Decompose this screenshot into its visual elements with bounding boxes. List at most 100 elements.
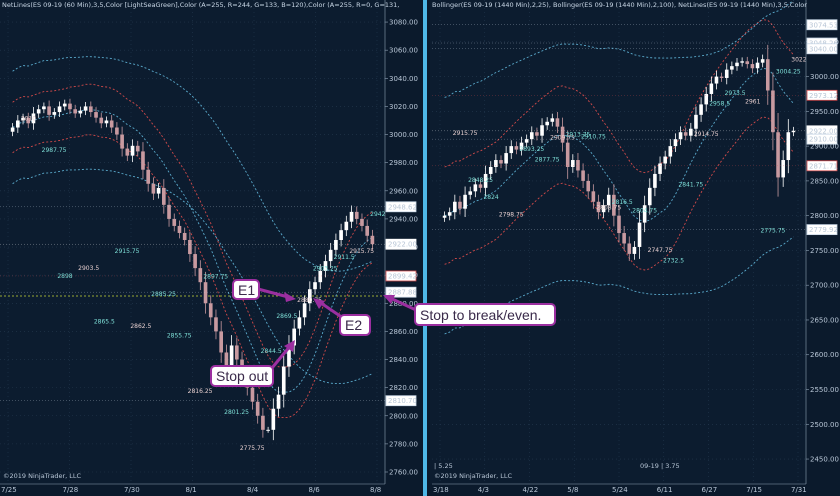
candle-body [596,201,601,213]
candle-body [21,117,25,121]
price-annotation: 2915.75 [115,248,140,255]
candle-body [47,106,51,115]
candle-body [463,194,467,209]
price-marker-label: 2899.42 [388,272,417,280]
price-marker-label: 2887.88 [388,289,417,297]
candle-body [62,103,67,107]
y-tick-label: 2800.00 [389,412,418,420]
price-annotation: 2808.75 [596,205,621,212]
candle-body [26,117,31,124]
price-annotation: 2910.75 [581,134,606,141]
candle-body [287,345,291,367]
candle-body [276,394,281,409]
candle-body [328,249,333,262]
x-tick-label: 7/31 [791,486,807,494]
candle-body [365,225,370,236]
candle-body [458,201,462,209]
left-time-axis[interactable]: 7/25 7/28 7/30 8/1 8/4 8/6 8/8 [0,483,385,494]
right-price-axis[interactable]: 2450.00 2500.00 2550.00 2600.00 2650.00 2700.… [805,0,839,484]
candle-body [161,187,166,205]
candle-body [307,289,312,304]
callout-e2: E2 [313,298,371,336]
candle-body [453,201,457,213]
x-tick-label: 3/18 [433,486,449,494]
right-gridlines [432,0,806,484]
candle-body [281,366,286,395]
price-annotation: 2958.5 [709,100,730,107]
price-annotation: 2915.75 [349,248,374,255]
x-tick-label: 6/27 [702,486,718,494]
candle-body [354,211,359,219]
candle-body [177,225,182,233]
candle-body [519,142,524,150]
candle-body [42,106,46,110]
upper-band-inner [444,19,794,174]
candle-body [637,222,642,247]
candle-body [135,145,140,152]
candle-body [509,146,514,154]
price-annotation: 2877.75 [535,157,560,164]
left-chart-panel[interactable]: 3010 2987.75 2898 2903.5 2865.5 2915.75 2862.5… [0,0,418,494]
candle-body [468,191,473,195]
callout-stop-out: Stop out [210,340,295,387]
x-tick-label: 6/11 [657,486,673,494]
candle-body [104,120,109,124]
y-tick-label: 2550.00 [810,386,839,394]
candle-body [571,160,575,167]
y-tick-label: 3040.00 [389,75,418,83]
candle-body [99,117,104,124]
y-tick-label: 2940.00 [389,215,418,223]
candle-body [581,170,585,181]
middle-band [444,67,794,222]
y-tick-label: 2840.00 [389,356,418,364]
candle-body [653,173,657,188]
price-annotation: 2885.25 [151,291,176,298]
candle-body [57,106,62,113]
x-tick-label: 7/30 [124,486,140,494]
price-marker-label: 2910.00 [809,136,838,144]
price-marker-box [806,89,838,101]
upper-band-outer [444,0,794,98]
price-marker-label: 3040.00 [809,45,838,53]
price-annotation: 2824 [483,194,498,201]
price-annotation: 2909.75 [550,134,575,141]
price-annotation: 2848.25 [468,177,493,184]
candle-body [483,173,488,188]
y-tick-label: 2980.00 [389,159,418,167]
candle-body [622,233,626,244]
price-annotation: 2880.75 [297,297,322,304]
candle-body [514,146,519,150]
candle-body [167,204,171,219]
candle-body [499,160,503,164]
right-time-axis[interactable]: 3/18 4/3 4/22 5/8 5/24 6/11 6/27 7/15 7/31 [432,483,807,494]
left-copyright: ©2019 NinjaTrader, LLC [3,472,82,480]
candle-body [188,240,192,255]
candle-body [349,211,354,222]
candle-body [606,194,611,206]
price-marker-label: 2948.62 [388,203,417,211]
y-tick-label: 2850.00 [810,177,839,185]
candle-body [172,218,177,226]
candle-body [781,160,785,178]
candle-body [73,109,78,114]
right-chart-panel[interactable]: 2915.75 2848.25 2824 2798.75 2893.25 2877.75 2… [430,0,839,494]
candle-body [724,69,729,78]
candle-body [52,112,57,115]
candle-body [735,62,739,67]
candle-body [745,61,750,65]
panel-divider[interactable] [423,0,427,496]
candle-body [683,132,688,136]
candle-body [261,415,265,430]
price-marker-box [385,270,417,282]
price-annotation: 2844.5 [261,348,282,355]
candle-body [292,328,297,346]
candle-body [765,59,770,91]
x-tick-label: 8/8 [370,486,381,494]
candle-body [344,221,349,231]
price-marker-box [385,201,417,213]
x-tick-label: 4/3 [478,486,489,494]
candle-body [632,246,637,254]
y-tick-label: 3000.00 [810,73,839,81]
price-annotation: 3010 [21,115,36,122]
price-annotation: 2775.75 [240,445,265,452]
